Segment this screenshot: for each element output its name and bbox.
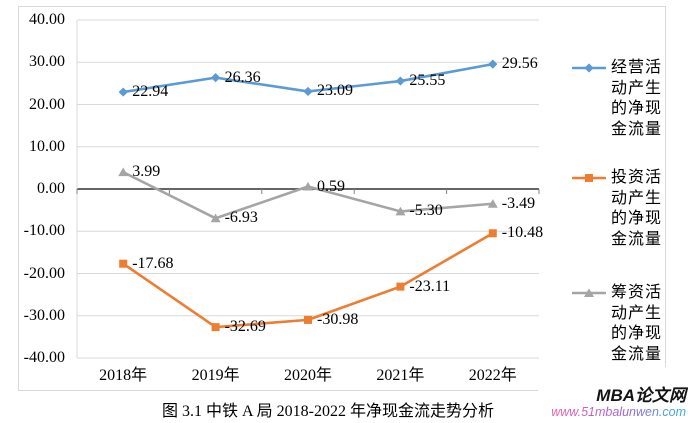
chart-frame — [18, 6, 666, 391]
y-tick-label: 0.00 — [37, 180, 65, 197]
legend-item-operating: 经营活动产生的净现金流量 — [572, 58, 665, 140]
data-label: 26.36 — [224, 68, 261, 86]
data-label: -6.93 — [224, 209, 258, 227]
data-label: 23.09 — [317, 82, 353, 100]
legend-line-triangle-icon — [572, 288, 606, 297]
data-label: 29.56 — [501, 55, 538, 73]
data-label: -3.49 — [501, 194, 536, 212]
legend-line-diamond-icon — [572, 63, 606, 73]
data-label: 3.99 — [132, 163, 161, 181]
y-tick-label: -40.00 — [23, 349, 65, 366]
y-tick-label: 30.00 — [29, 53, 65, 71]
legend-item-investing: 投资活动产生的净现金流量 — [572, 168, 665, 250]
legend-label: 投资活动产生的净现金流量 — [611, 169, 663, 248]
watermark-box: MBA论文网 www.51mbalunwen.com — [538, 367, 688, 423]
data-point-marker — [396, 282, 405, 291]
figure-caption: 图 3.1 中铁 A 局 2018-2022 年净现金流走势分析 — [161, 403, 494, 420]
legend-line-square-icon — [572, 174, 606, 182]
data-point-marker — [118, 167, 129, 177]
data-point-marker — [118, 87, 128, 97]
x-category-label: 2019年 — [191, 367, 240, 384]
x-category-label: 2022年 — [468, 367, 517, 384]
data-point-marker — [211, 73, 221, 83]
legend-label: 经营活动产生的净现金流量 — [611, 59, 663, 138]
legend-label: 筹资活动产生的净现金流量 — [611, 284, 663, 363]
data-point-marker — [119, 259, 128, 268]
legend-item-financing: 筹资活动产生的净现金流量 — [572, 283, 665, 365]
data-label: -23.11 — [409, 277, 451, 295]
y-tick-label: -20.00 — [23, 264, 65, 282]
data-point-marker — [487, 199, 498, 208]
y-tick-label: -30.00 — [23, 306, 65, 324]
y-tick-label: 20.00 — [29, 95, 65, 113]
data-label: -5.30 — [409, 202, 443, 220]
x-category-label: 2020年 — [283, 367, 332, 384]
data-label: -17.68 — [132, 254, 174, 272]
x-category-label: 2021年 — [376, 367, 425, 384]
data-label: 22.94 — [132, 83, 169, 101]
data-point-marker — [488, 59, 498, 69]
watermark-title: MBA论文网 — [596, 386, 686, 405]
y-tick-label: 40.00 — [29, 11, 65, 28]
data-point-marker — [303, 181, 313, 191]
data-label: -30.98 — [317, 310, 359, 328]
data-point-marker — [488, 229, 497, 238]
data-point-marker — [210, 213, 221, 223]
data-point-marker — [304, 315, 312, 324]
x-category-label: 2018年 — [99, 367, 148, 384]
watermark-url: www.51mbalunwen.com — [551, 405, 686, 419]
data-point-marker — [395, 206, 406, 216]
y-tick-label: -10.00 — [23, 222, 65, 240]
data-label: -10.48 — [501, 224, 544, 242]
data-label: 25.55 — [409, 72, 446, 90]
y-tick-label: 10.00 — [29, 137, 65, 155]
data-label: 0.59 — [317, 177, 345, 195]
data-point-marker — [303, 86, 313, 97]
data-label: -32.69 — [224, 318, 266, 336]
data-point-marker — [395, 76, 405, 86]
data-point-marker — [211, 323, 220, 332]
